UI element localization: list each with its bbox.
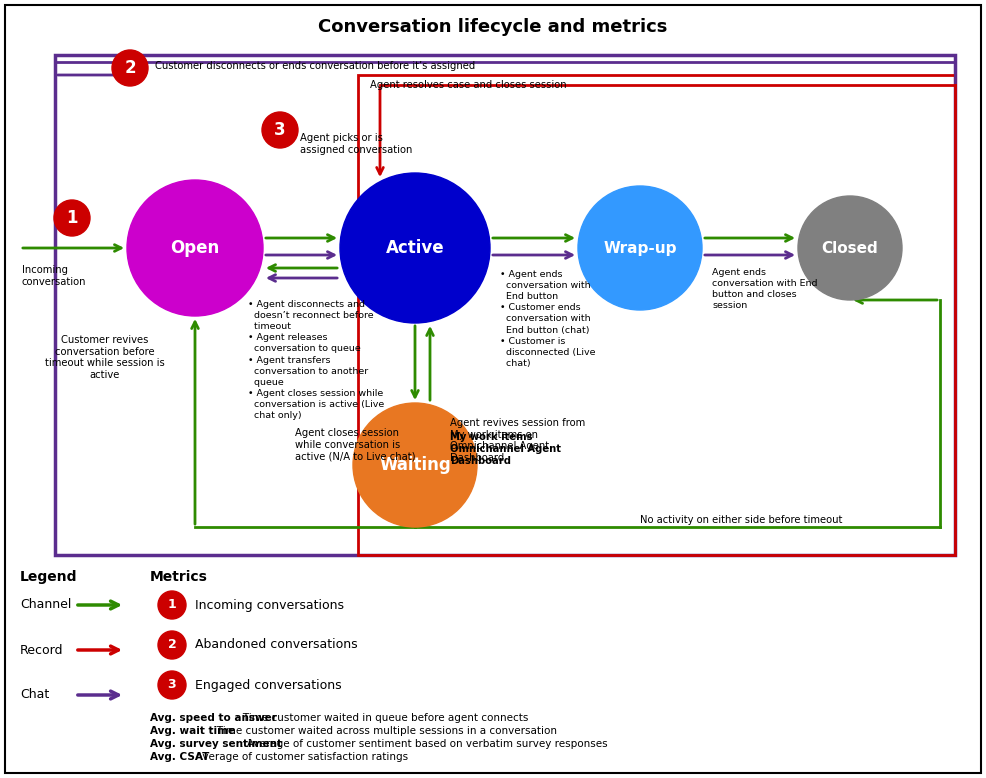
Text: No activity on either side before timeout: No activity on either side before timeou…	[640, 515, 842, 525]
Circle shape	[578, 186, 702, 310]
Circle shape	[798, 196, 902, 300]
Text: Agent closes session
while conversation is
active (N/A to Live chat): Agent closes session while conversation …	[295, 428, 415, 461]
Text: Metrics: Metrics	[150, 570, 208, 584]
Circle shape	[54, 200, 90, 236]
Text: 1: 1	[66, 209, 78, 227]
Text: Abandoned conversations: Abandoned conversations	[195, 639, 358, 651]
Text: Agent ends
conversation with End
button and closes
session: Agent ends conversation with End button …	[712, 268, 817, 310]
Text: : Average of customer satisfaction ratings: : Average of customer satisfaction ratin…	[188, 752, 408, 762]
Circle shape	[353, 403, 477, 527]
Circle shape	[127, 180, 263, 316]
Circle shape	[340, 173, 490, 323]
Text: : Average of customer sentiment based on verbatim survey responses: : Average of customer sentiment based on…	[241, 739, 608, 749]
Text: Avg. wait time: Avg. wait time	[150, 726, 235, 736]
Text: Wrap-up: Wrap-up	[603, 240, 676, 255]
Circle shape	[158, 671, 186, 699]
Text: Incoming
conversation: Incoming conversation	[22, 265, 87, 286]
Text: Avg. survey sentiment: Avg. survey sentiment	[150, 739, 282, 749]
Text: Active: Active	[386, 239, 445, 257]
Text: Incoming conversations: Incoming conversations	[195, 598, 344, 612]
Text: Record: Record	[20, 643, 63, 657]
Text: Avg. speed to answer: Avg. speed to answer	[150, 713, 277, 723]
Text: Avg. CSAT: Avg. CSAT	[150, 752, 209, 762]
Text: Legend: Legend	[20, 570, 78, 584]
Circle shape	[112, 50, 148, 86]
Text: Closed: Closed	[821, 240, 879, 255]
Text: Dashboard: Dashboard	[450, 456, 511, 466]
Text: My work items: My work items	[450, 432, 532, 442]
Text: 2: 2	[168, 639, 176, 651]
Text: Omnichannel Agent: Omnichannel Agent	[450, 444, 561, 454]
Text: Agent resolves case and closes session: Agent resolves case and closes session	[370, 80, 567, 90]
Text: Customer revives
conversation before
timeout while session is
active: Customer revives conversation before tim…	[45, 335, 165, 380]
Text: Conversation lifecycle and metrics: Conversation lifecycle and metrics	[318, 18, 668, 36]
Circle shape	[158, 631, 186, 659]
Text: 1: 1	[168, 598, 176, 612]
Text: Engaged conversations: Engaged conversations	[195, 678, 341, 692]
Text: Open: Open	[171, 239, 220, 257]
Text: Channel: Channel	[20, 598, 71, 612]
Circle shape	[262, 112, 298, 148]
Text: Agent picks or is
assigned conversation: Agent picks or is assigned conversation	[300, 133, 412, 155]
Text: Waiting: Waiting	[380, 456, 451, 474]
Text: 3: 3	[168, 678, 176, 692]
Text: Customer disconnects or ends conversation before it’s assigned: Customer disconnects or ends conversatio…	[155, 61, 475, 71]
Text: • Agent ends
  conversation with
  End button
• Customer ends
  conversation wit: • Agent ends conversation with End butto…	[500, 270, 596, 368]
Text: • Agent disconnects and
  doesn’t reconnect before
  timeout
• Agent releases
  : • Agent disconnects and doesn’t reconnec…	[248, 300, 385, 420]
Text: : Time customer waited in queue before agent connects: : Time customer waited in queue before a…	[236, 713, 528, 723]
Circle shape	[158, 591, 186, 619]
Text: 2: 2	[124, 59, 136, 77]
Text: : Time customer waited across multiple sessions in a conversation: : Time customer waited across multiple s…	[210, 726, 557, 736]
Text: Agent revives session from
My work items on
Omnichannel Agent
Dashboard: Agent revives session from My work items…	[450, 418, 586, 463]
Text: Chat: Chat	[20, 689, 49, 702]
Text: 3: 3	[274, 121, 286, 139]
